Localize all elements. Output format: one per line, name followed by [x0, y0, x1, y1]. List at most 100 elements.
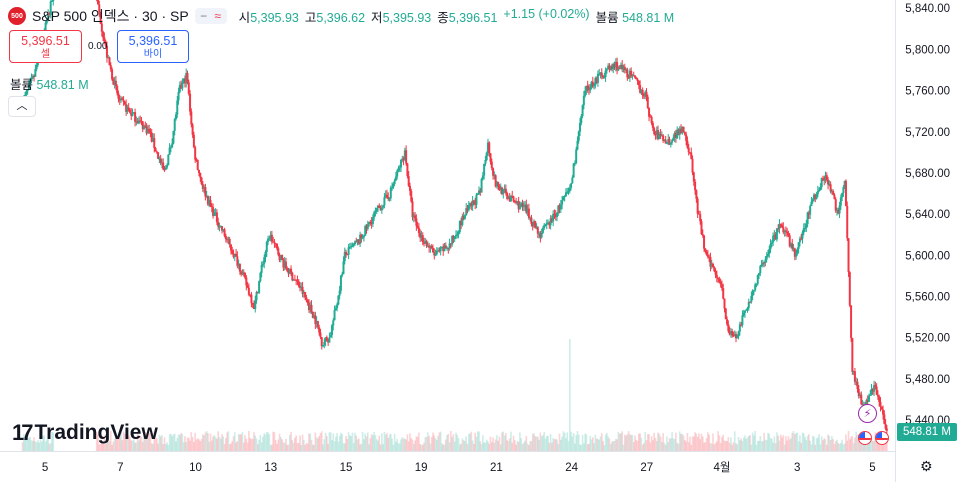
candle-body	[509, 195, 512, 202]
tradingview-logo[interactable]: 17 TradingView	[12, 420, 158, 446]
volume-bar	[99, 443, 102, 451]
lightning-event-icon[interactable]: ⚡	[858, 404, 877, 423]
volume-bar	[759, 436, 762, 451]
ohlc-open: 시5,395.93	[238, 10, 299, 25]
candle-body	[755, 283, 758, 285]
volume-bar	[657, 432, 659, 451]
volume-bar	[447, 433, 450, 451]
volume-bar	[584, 433, 586, 451]
sell-button[interactable]: 5,396.51 셀	[9, 30, 82, 63]
volume-bar	[626, 434, 629, 451]
candle-body	[430, 245, 433, 249]
volume-bar	[203, 435, 205, 451]
candle-body	[655, 130, 658, 135]
volume-bar	[627, 431, 630, 451]
candle-body	[579, 122, 582, 132]
volume-bar	[352, 443, 355, 451]
wave-icon[interactable]: ≈	[214, 9, 221, 23]
volume-bar	[122, 431, 125, 451]
candle-body	[25, 91, 28, 95]
buy-button[interactable]: 5,396.51 바이	[117, 30, 189, 63]
candle-body	[848, 272, 851, 306]
candle-body	[171, 143, 174, 148]
candle-body	[738, 324, 741, 332]
candle-body	[222, 229, 225, 231]
candle-body	[423, 242, 426, 244]
candle-body	[421, 235, 424, 243]
volume-bar	[751, 432, 754, 451]
volume-bar	[650, 436, 653, 451]
volume-bar	[295, 435, 297, 451]
candle-body	[681, 126, 684, 134]
volume-bar	[425, 436, 428, 451]
candle-body	[599, 72, 602, 74]
volume-bar	[672, 438, 675, 451]
volume-bar	[225, 437, 227, 451]
candle-body	[642, 95, 645, 97]
volume-bar	[840, 442, 842, 451]
volume-bar	[772, 442, 774, 451]
candle-body	[658, 134, 661, 139]
candle-body	[876, 394, 879, 397]
candle-body	[752, 290, 755, 292]
candle-body	[745, 309, 748, 311]
candle-body	[573, 163, 576, 165]
volume-bar	[877, 442, 879, 451]
candle-body	[870, 388, 873, 395]
candle-body	[396, 170, 399, 177]
candle-body	[370, 221, 373, 225]
volume-bar	[382, 444, 384, 451]
candle-body	[261, 263, 264, 265]
candle-body	[736, 336, 739, 339]
volume-bar	[173, 433, 176, 451]
candle-body	[580, 116, 583, 123]
volume-bar	[258, 439, 260, 451]
us-flag-event-icon[interactable]	[858, 431, 872, 445]
volume-bar	[244, 435, 246, 451]
candle-body	[515, 202, 518, 204]
volume-bar	[168, 434, 171, 451]
volume-bar	[193, 442, 195, 451]
volume-bar	[521, 444, 524, 451]
candle-body	[52, 0, 55, 2]
candle-body	[194, 147, 197, 160]
symbol-title[interactable]: S&P 500 인덱스 · 30 · SP	[32, 8, 189, 24]
candle-body	[825, 175, 828, 180]
candle-body	[353, 241, 356, 244]
volume-bar	[250, 438, 253, 451]
candle-body	[29, 81, 32, 85]
volume-bar	[488, 443, 491, 451]
candle-body	[196, 160, 199, 171]
price-tick-label: 5,640.00	[905, 209, 950, 221]
volume-bar	[685, 441, 687, 451]
candle-body	[272, 241, 275, 243]
chart-mode-toggle[interactable]: − ≈	[194, 8, 227, 24]
candle-body	[183, 78, 186, 84]
candle-body	[469, 203, 472, 206]
us-flag-event-icon-2[interactable]	[875, 431, 889, 445]
candle-body	[254, 300, 257, 310]
candle-body	[518, 203, 521, 210]
collapse-legend-button[interactable]: ︿	[8, 96, 36, 117]
volume-bar	[181, 433, 184, 451]
volume-bar	[811, 435, 814, 451]
volume-bar	[113, 438, 116, 451]
volume-bar	[125, 436, 127, 451]
candle-body	[424, 241, 427, 244]
minus-icon[interactable]: −	[200, 9, 208, 23]
candle-body	[105, 45, 108, 58]
volume-bar	[51, 432, 53, 451]
volume-bar	[436, 440, 438, 451]
volume-bar	[392, 444, 395, 451]
volume-bar	[764, 439, 767, 451]
candle-body	[130, 112, 133, 116]
candle-body	[605, 69, 608, 71]
candle-body	[166, 165, 169, 168]
settings-gear-icon[interactable]: ⚙	[920, 458, 933, 474]
volume-bar	[317, 438, 319, 451]
candle-body	[50, 1, 53, 3]
volume-bar	[710, 443, 713, 451]
volume-bar	[735, 443, 737, 451]
candle-body	[186, 72, 189, 83]
